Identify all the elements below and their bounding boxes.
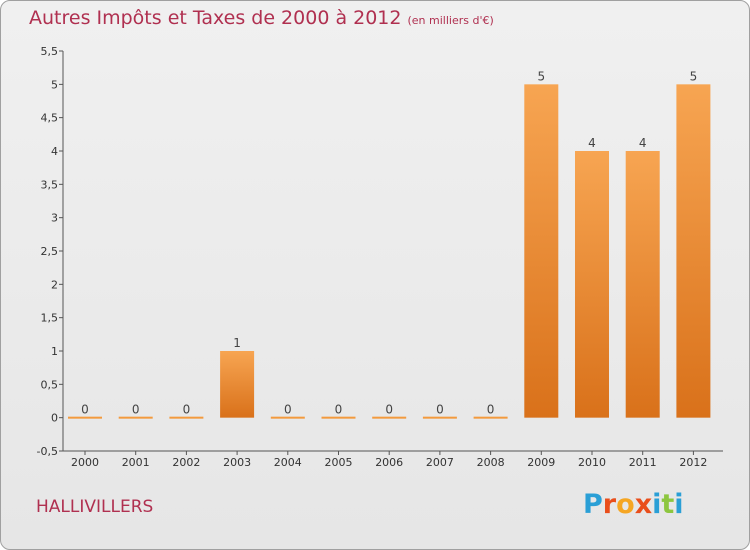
value-label-2007: 0 — [436, 403, 444, 417]
value-label-2005: 0 — [335, 403, 343, 417]
value-label-2002: 0 — [183, 403, 191, 417]
bar-2002 — [169, 416, 204, 419]
bar-2000 — [68, 416, 102, 419]
value-label-2003: 1 — [233, 336, 241, 350]
logo-letter: o — [616, 489, 635, 520]
y-tick-label: 4,5 — [41, 112, 59, 125]
bars — [68, 84, 711, 419]
bar-2004 — [270, 416, 305, 419]
value-label-2006: 0 — [385, 403, 393, 417]
y-tick-label: 4 — [51, 145, 58, 158]
bar-2009 — [524, 84, 559, 418]
logo-letter: r — [602, 489, 617, 520]
x-tick-label-2011: 2011 — [629, 456, 657, 469]
x-tick-label-2004: 2004 — [274, 456, 302, 469]
bar-2006 — [372, 416, 407, 419]
bar-2010 — [575, 151, 609, 418]
value-label-2000: 0 — [81, 403, 89, 417]
y-tick-label: 5 — [51, 78, 58, 91]
x-tick-label-2010: 2010 — [578, 456, 606, 469]
value-label-2009: 5 — [537, 69, 545, 83]
x-tick-label-2012: 2012 — [679, 456, 707, 469]
y-tick-label: 1,5 — [41, 312, 59, 325]
axes: -0,5 0 0,5 1 1,5 2 2,5 3 3,5 4 4,5 5 5,5 2000 2001 2002… — [37, 45, 723, 469]
x-tick-label-2008: 2008 — [477, 456, 505, 469]
logo-letter: x — [634, 489, 653, 520]
x-tick-label-2002: 2002 — [172, 456, 200, 469]
y-tick-label: 3,5 — [41, 178, 59, 191]
bar-2003 — [220, 351, 255, 418]
bar-2007 — [422, 416, 457, 419]
x-tick-label-2006: 2006 — [375, 456, 403, 469]
x-tick-label-2000: 2000 — [71, 456, 99, 469]
value-label-2008: 0 — [487, 403, 495, 417]
x-tick-label-2003: 2003 — [223, 456, 251, 469]
y-tick-label: 3 — [51, 212, 58, 225]
x-tick-label-2007: 2007 — [426, 456, 454, 469]
y-tick-label: 1 — [51, 345, 58, 358]
y-tick-label: 0,5 — [41, 378, 59, 391]
y-tick-label: 2,5 — [41, 245, 59, 258]
value-label-2011: 4 — [639, 136, 647, 150]
value-label-2001: 0 — [132, 403, 140, 417]
y-tick-label: 5,5 — [41, 45, 59, 58]
value-label-2012: 5 — [690, 69, 698, 83]
city-name: HALLIVILLERS — [36, 497, 154, 517]
chart-subtitle: (en milliers d'€) — [407, 14, 494, 27]
logo-letter: t — [661, 489, 675, 520]
data-labels: 0 0 0 1 0 0 0 0 0 5 4 4 5 — [81, 69, 697, 416]
logo-letter: i — [652, 489, 662, 520]
logo-letter: i — [674, 489, 684, 520]
bar-2008 — [473, 416, 508, 419]
y-tick-label: -0,5 — [37, 445, 58, 458]
proxiti-logo: Proxiti — [583, 489, 684, 520]
bar-2005 — [321, 416, 356, 419]
bar-2011 — [625, 151, 660, 418]
y-tick-label: 0 — [51, 412, 58, 425]
logo-letter: P — [583, 489, 603, 520]
bar-2012 — [676, 84, 711, 418]
y-tick-label: 2 — [51, 278, 58, 291]
value-label-2010: 4 — [588, 136, 596, 150]
x-tick-label-2009: 2009 — [527, 456, 555, 469]
chart-title: Autres Impôts et Taxes de 2000 à 2012 (en… — [29, 7, 494, 29]
x-tick-label-2001: 2001 — [122, 456, 150, 469]
chart-title-text: Autres Impôts et Taxes de 2000 à 2012 — [29, 7, 402, 29]
bar-2001 — [118, 416, 153, 419]
value-label-2004: 0 — [284, 403, 292, 417]
x-tick-label-2005: 2005 — [325, 456, 353, 469]
